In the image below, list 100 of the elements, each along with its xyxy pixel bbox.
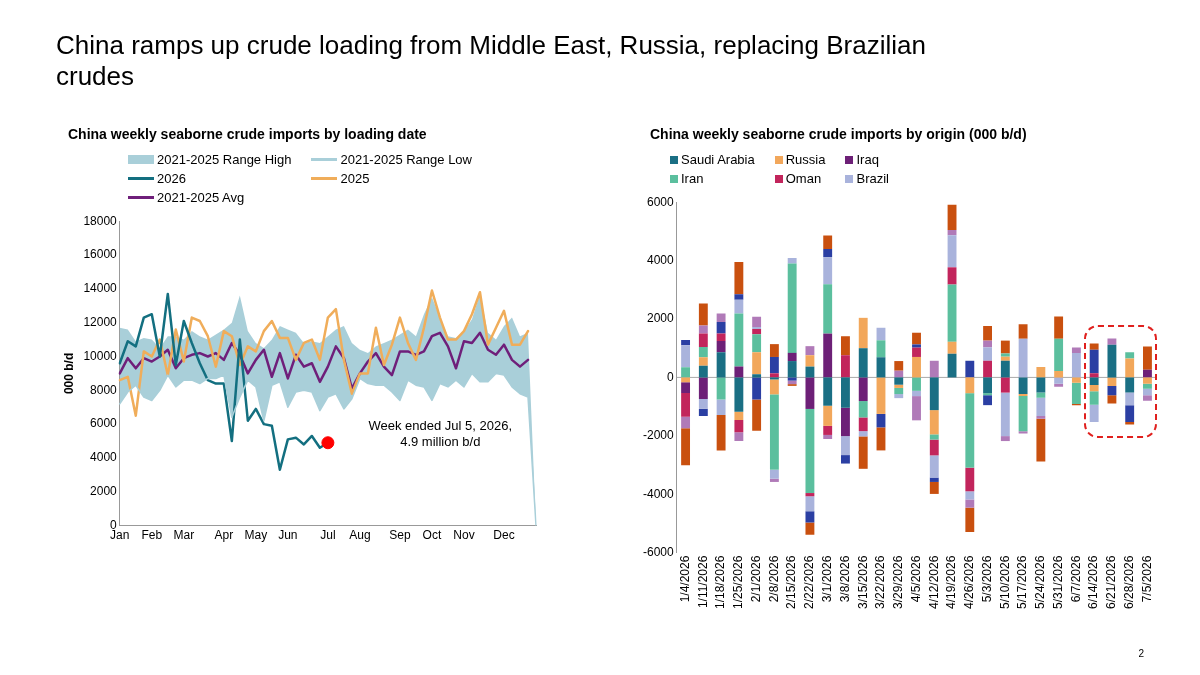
bar xyxy=(841,436,850,456)
bar xyxy=(1036,392,1046,398)
x-tick-label: Nov xyxy=(453,528,475,543)
x-tick-label: Apr xyxy=(214,528,234,543)
bar xyxy=(769,379,779,395)
bar xyxy=(769,344,779,357)
bar xyxy=(1000,377,1010,393)
bar xyxy=(983,377,993,394)
x-tick-label: Jun xyxy=(278,528,298,543)
bar xyxy=(805,355,815,367)
bar xyxy=(1000,360,1010,378)
bar xyxy=(947,284,957,342)
chart-title: China ramps up crude loading from Middle East, Russia, replacing Brazilian crudes xyxy=(56,30,927,92)
bar xyxy=(894,370,904,378)
bar xyxy=(823,405,833,426)
bar xyxy=(1089,377,1099,385)
bar xyxy=(1071,347,1081,353)
bar xyxy=(1089,373,1099,378)
bar xyxy=(912,396,921,421)
bar xyxy=(752,334,762,353)
bar xyxy=(1036,415,1046,419)
y-tick-label: 12000 xyxy=(83,314,118,329)
bar xyxy=(841,407,850,437)
bar xyxy=(912,356,921,378)
bar xyxy=(1143,369,1152,378)
bar xyxy=(983,326,993,341)
bar xyxy=(698,333,708,348)
bar xyxy=(1054,338,1064,371)
bar xyxy=(841,455,850,464)
bar xyxy=(734,420,744,433)
bar xyxy=(1000,392,1010,437)
bar xyxy=(858,417,868,432)
bar xyxy=(1018,394,1028,397)
bar xyxy=(698,303,708,326)
bar xyxy=(734,299,744,314)
bar xyxy=(983,393,993,396)
bar xyxy=(681,345,691,368)
y-axis-title: 000 b/d xyxy=(61,352,76,395)
bar xyxy=(1036,418,1046,462)
bar xyxy=(698,347,708,358)
bar xyxy=(929,477,939,482)
bar xyxy=(1036,366,1046,378)
text: 2 xyxy=(1138,648,1144,659)
legend-label: 2021-2025 Range Low xyxy=(340,152,472,167)
y-tick-label: 2000 xyxy=(90,484,118,499)
bar xyxy=(858,431,868,437)
bar xyxy=(912,332,921,345)
y-tick-label: 18000 xyxy=(83,213,118,228)
bar xyxy=(929,377,939,411)
bar xyxy=(947,267,957,285)
bar xyxy=(1000,356,1010,361)
legend-label: Oman xyxy=(785,171,822,186)
bar xyxy=(752,399,762,431)
bar xyxy=(929,434,939,440)
bar xyxy=(841,377,850,408)
bar xyxy=(1089,343,1099,350)
bar xyxy=(752,377,762,400)
legend-label: Saudi Arabia xyxy=(681,152,755,167)
bar xyxy=(841,336,850,356)
x-tick-label: 6/28/2026 xyxy=(1122,555,1136,610)
bar xyxy=(1018,377,1028,395)
bar xyxy=(716,313,726,322)
bar xyxy=(698,357,708,366)
bar xyxy=(983,340,993,348)
bar xyxy=(912,377,921,391)
y-tick-label: 2000 xyxy=(646,311,675,326)
bar xyxy=(681,392,691,417)
y-tick-label: -4000 xyxy=(642,486,675,501)
bar xyxy=(1054,383,1064,387)
bar xyxy=(769,377,779,380)
x-tick-label: Dec xyxy=(493,528,515,543)
bar xyxy=(769,373,779,378)
bar xyxy=(698,408,708,416)
legend-label: Russia xyxy=(785,152,826,167)
bar xyxy=(805,408,815,494)
bar xyxy=(912,390,921,397)
bar xyxy=(858,377,868,402)
bar xyxy=(1089,385,1099,392)
bar xyxy=(894,361,904,371)
bar xyxy=(734,377,744,412)
bar xyxy=(947,204,957,230)
bar xyxy=(1107,338,1117,345)
x-tick-label: Jul xyxy=(320,528,336,543)
bar xyxy=(734,294,744,300)
bar xyxy=(912,344,921,348)
x-tick-label: 5/10/2026 xyxy=(997,555,1012,610)
y-tick-label: 6000 xyxy=(646,194,675,209)
bar xyxy=(1071,377,1081,383)
y-tick-label: 14000 xyxy=(83,281,118,296)
bar xyxy=(947,235,957,268)
bar xyxy=(698,325,708,334)
bar xyxy=(947,341,957,354)
legend-label: Brazil xyxy=(856,171,889,186)
x-tick-label: 4/12/2026 xyxy=(926,555,941,610)
bar xyxy=(805,366,815,378)
y-tick-label: 6000 xyxy=(90,416,118,431)
bar xyxy=(929,481,939,494)
bar xyxy=(876,427,886,451)
x-tick-label: 2/1/2026 xyxy=(748,555,763,603)
x-tick-label: 3/15/2026 xyxy=(855,555,870,610)
